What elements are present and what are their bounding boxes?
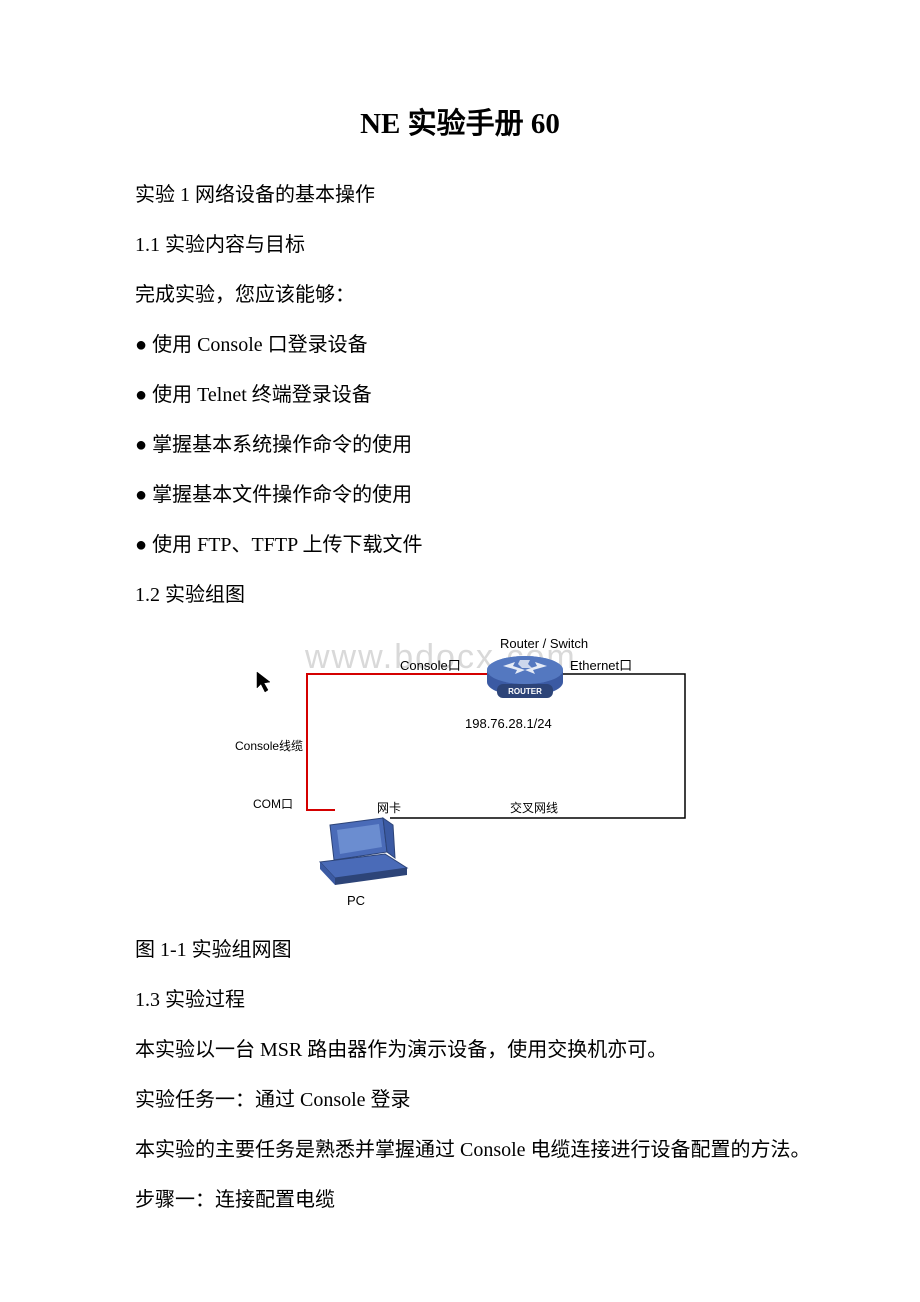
- subsection-heading: 1.2 实验组图: [95, 580, 825, 610]
- body-text: 步骤一：连接配置电缆: [95, 1185, 825, 1215]
- figure-caption: 图 1-1 实验组网图: [95, 935, 825, 965]
- router-text-label: ROUTER: [508, 687, 542, 696]
- topology-svg: Router / Switch Console口 Ethernet口 ROUTE…: [235, 630, 705, 910]
- nic-label: 网卡: [377, 801, 401, 815]
- pc-icon: [320, 818, 407, 885]
- body-text: 实验任务一：通过 Console 登录: [95, 1085, 825, 1115]
- document-page: NE 实验手册 60 实验 1 网络设备的基本操作 1.1 实验内容与目标 完成…: [0, 0, 920, 1295]
- page-title: NE 实验手册 60: [95, 100, 825, 142]
- ip-label: 198.76.28.1/24: [465, 716, 552, 731]
- intro-text: 完成实验，您应该能够：: [95, 280, 825, 310]
- console-port-label: Console口: [400, 658, 461, 673]
- bullet-item: ● 掌握基本系统操作命令的使用: [95, 430, 825, 460]
- bullet-item: ● 使用 Console 口登录设备: [95, 330, 825, 360]
- router-icon: ROUTER: [487, 656, 563, 698]
- router-switch-label: Router / Switch: [500, 636, 588, 651]
- section-heading: 实验 1 网络设备的基本操作: [95, 180, 825, 210]
- network-diagram: www.bdocx.com Router / Switch Console口 E…: [235, 630, 825, 915]
- console-cable-label: Console线缆: [235, 739, 303, 753]
- bullet-item: ● 使用 FTP、TFTP 上传下载文件: [95, 530, 825, 560]
- subsection-heading: 1.3 实验过程: [95, 985, 825, 1015]
- cursor-icon: [257, 672, 270, 692]
- subsection-heading: 1.1 实验内容与目标: [95, 230, 825, 260]
- bullet-item: ● 掌握基本文件操作命令的使用: [95, 480, 825, 510]
- com-port-label: COM口: [253, 797, 293, 811]
- body-text: 本实验以一台 MSR 路由器作为演示设备，使用交换机亦可。: [95, 1035, 825, 1065]
- crossover-label: 交叉网线: [510, 800, 558, 815]
- body-text: 本实验的主要任务是熟悉并掌握通过 Console 电缆连接进行设备配置的方法。: [95, 1135, 825, 1165]
- console-cable-line: [307, 674, 487, 810]
- bullet-item: ● 使用 Telnet 终端登录设备: [95, 380, 825, 410]
- ethernet-port-label: Ethernet口: [570, 658, 632, 673]
- pc-label: PC: [347, 893, 365, 908]
